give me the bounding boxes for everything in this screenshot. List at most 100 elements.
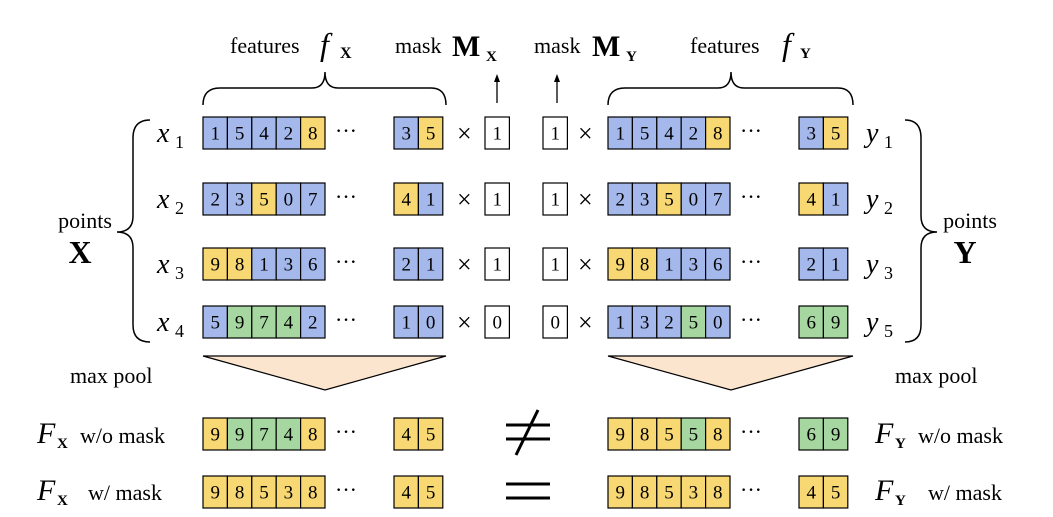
fx-w-cell-2-box xyxy=(226,475,253,509)
y-row-4-tail-cell-2: 9 xyxy=(822,305,849,339)
mask-x-word: mask xyxy=(395,33,441,58)
x-row-4-cell-5-value: 2 xyxy=(308,313,318,334)
y-row-1-mask-box xyxy=(542,116,568,150)
y-row-2-times: × xyxy=(578,185,593,214)
y-row-4-cell-1-value: 1 xyxy=(615,313,625,334)
x-row-1-cell-5-box xyxy=(300,116,326,150)
x-row-3-mask-value: 1 xyxy=(492,255,502,276)
x-row-1-mask-box xyxy=(484,116,510,150)
fy-wo-cell-3: 5 xyxy=(656,417,682,451)
x-row-4-cell-2-value: 9 xyxy=(235,313,245,334)
y-row-4-tail-cell-2-box xyxy=(822,305,849,339)
y-row-2-tail-cell-2-box xyxy=(822,182,849,216)
points-x-brace xyxy=(116,119,151,343)
y-row-1-var: y xyxy=(863,118,879,149)
fy-w-cell-1-value: 9 xyxy=(615,483,625,504)
y-row-4-tail-cell-1: 6 xyxy=(798,305,824,339)
y-row-3-mask-box xyxy=(542,247,568,281)
y-row-3-cell-5-box xyxy=(704,247,731,281)
fx-wo-cell-5-box xyxy=(300,417,326,451)
x-row-3-var: x xyxy=(156,249,170,280)
features-x-word: features xyxy=(230,33,300,58)
x-row-2-cell-1-value: 2 xyxy=(210,190,220,211)
x-row-4-cell-2-box xyxy=(226,305,253,339)
x-row-2-cell-5: 7 xyxy=(300,182,326,216)
y-row-2-cell-2: 3 xyxy=(631,182,658,216)
fx-w-text: w/ mask xyxy=(88,480,162,505)
fy-wo-cell-5-box xyxy=(704,417,731,451)
y-row-3-cell-2-value: 8 xyxy=(640,255,650,276)
mask-x-symbol: M xyxy=(452,30,480,63)
x-row-4-tail-cell-2-value: 0 xyxy=(426,313,436,334)
y-row-4-tail-cell-2-value: 9 xyxy=(831,313,841,334)
y-row-1-tail-cell-2: 5 xyxy=(822,116,849,150)
y-row-2-cell-1-value: 2 xyxy=(615,190,625,211)
x-row-1-cell-4: 2 xyxy=(275,116,302,150)
x-row-1-tail-cell-1-box xyxy=(393,116,419,150)
x-row-4-mask-box xyxy=(484,305,510,339)
points-x-word: points xyxy=(58,208,112,233)
x-row-1-cell-1: 1 xyxy=(202,116,228,150)
x-row-1-cell-2: 5 xyxy=(226,116,253,150)
x-row-3-cell-1-box xyxy=(202,247,228,281)
fy-wo-cell-2-value: 8 xyxy=(640,425,650,446)
y-row-1-cell-3: 4 xyxy=(656,116,682,150)
fx-w-tail-cell-1-value: 4 xyxy=(401,483,411,504)
x-row-2-mask-box xyxy=(484,182,510,216)
fy-w-cell-5-value: 8 xyxy=(713,483,723,504)
x-row-3-mask-box xyxy=(484,247,510,281)
fx-wo-mask-label: F X w/o mask xyxy=(36,417,165,452)
x-row-2-cell-1-box xyxy=(202,182,228,216)
fx-w-cell-5-value: 8 xyxy=(308,483,318,504)
fx-wo-cell-4-box xyxy=(275,417,302,451)
fy-w-cell-2-box xyxy=(631,475,658,509)
fx-wo-cell-2-box xyxy=(226,417,253,451)
max-pool-left-triangle xyxy=(202,355,447,391)
fy-w-cell-5-box xyxy=(704,475,731,509)
y-row-1-cell-5-box xyxy=(704,116,731,150)
x-row-1-mask-value: 1 xyxy=(492,124,502,145)
y-row-3-cell-5: 6 xyxy=(704,247,731,281)
mask-x-subscript: X xyxy=(486,49,497,65)
fy-w-tail-cell-1: 4 xyxy=(798,475,824,509)
y-row-4-mask-value: 0 xyxy=(550,313,560,334)
y-row-4-cell-4: 5 xyxy=(680,305,707,339)
y-row-4-cell-3-value: 2 xyxy=(664,313,674,334)
x-row-1-cell-1-value: 1 xyxy=(210,124,220,145)
fy-wo-text: w/o mask xyxy=(918,423,1003,448)
x-row-1-cell-3-value: 4 xyxy=(259,124,269,145)
y-row-2-cell-2-value: 3 xyxy=(640,190,650,211)
fx-wo-cell-2: 9 xyxy=(226,417,253,451)
x-row-2-cell-3-value: 5 xyxy=(259,190,269,211)
x-row-3-cell-4: 3 xyxy=(275,247,302,281)
y-row-1-cell-5-value: 8 xyxy=(713,124,723,145)
y-row-2-mask-box xyxy=(542,182,568,216)
fx-w-symbol: F xyxy=(36,474,56,507)
x-row-3-tail-cell-1: 2 xyxy=(393,247,419,281)
x-row-1-cell-5: 8 xyxy=(300,116,326,150)
x-row-4-tail-cell-1-value: 1 xyxy=(401,313,411,334)
x-row-1-cell-5-value: 8 xyxy=(308,124,318,145)
fy-w-tail-cell-2-box xyxy=(822,475,849,509)
y-row-3-cell-4: 3 xyxy=(680,247,707,281)
x-row-4-sub: 4 xyxy=(175,321,184,341)
fy-wo-cell-3-value: 5 xyxy=(664,425,674,446)
x-row-2-times: × xyxy=(457,185,472,214)
fx-wo-cell-2-value: 9 xyxy=(235,425,245,446)
y-row-2-cell-3-box xyxy=(656,182,682,216)
x-row-2-cell-4-value: 0 xyxy=(284,190,294,211)
fy-wo-cell-4-value: 5 xyxy=(689,425,699,446)
x-row-4-tail-cell-2-box xyxy=(417,305,444,339)
fx-wo-cell-1-box xyxy=(202,417,228,451)
x-row-3-tail-cell-1-value: 2 xyxy=(401,255,411,276)
x-row-4-cell-2: 9 xyxy=(226,305,253,339)
y-row-1-tail-cell-2-box xyxy=(822,116,849,150)
fy-w-cell-2: 8 xyxy=(631,475,658,509)
fy-wo-mask-label: F Y w/o mask xyxy=(874,417,1003,452)
x-row-2-cell-4-box xyxy=(275,182,302,216)
x-row-3-cell-5-box xyxy=(300,247,326,281)
y-row-3-cell-5-value: 6 xyxy=(713,255,723,276)
fx-w-cell-3: 5 xyxy=(251,475,277,509)
y-row-2-sub: 2 xyxy=(884,198,893,218)
y-row-4-mask-box xyxy=(542,305,568,339)
